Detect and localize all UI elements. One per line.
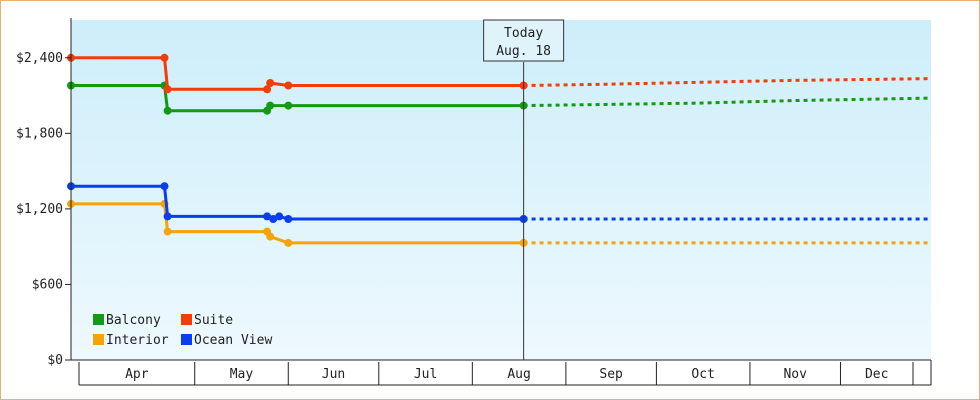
- month-label-apr: Apr: [125, 367, 149, 382]
- y-tick-label: $1,200: [16, 202, 63, 217]
- y-tick-label: $1,800: [16, 126, 63, 141]
- series-layer: [67, 53, 932, 247]
- month-label-may: May: [230, 367, 254, 382]
- y-tick-label: $0: [47, 353, 63, 368]
- series-point-ocean-view: [263, 212, 272, 221]
- legend-label-suite: Suite: [194, 313, 233, 328]
- series-point-suite: [163, 85, 172, 94]
- series-forecast-suite: [523, 77, 932, 87]
- legend-label-interior: Interior: [106, 333, 169, 348]
- legend-swatch-balcony: [93, 314, 104, 325]
- series-point-ocean-view: [160, 182, 169, 191]
- month-label-aug: Aug: [507, 367, 530, 382]
- month-label-oct: Oct: [691, 367, 714, 382]
- series-point-suite: [160, 53, 169, 62]
- month-label-jun: Jun: [322, 367, 345, 382]
- legend-swatch-suite: [181, 314, 192, 325]
- today-date-label: Aug. 18: [496, 44, 551, 59]
- month-label-jul: Jul: [414, 367, 437, 382]
- legend-swatch-interior: [93, 334, 104, 345]
- series-forecast-balcony: [523, 96, 932, 108]
- axis-layer: $0 $600 $1,200 $1,800 $2,400 Apr May Jun Jul Aug S…: [16, 18, 932, 386]
- legend: Balcony Suite Interior Ocean View: [93, 313, 272, 348]
- today-label: Today: [504, 26, 543, 41]
- month-label-nov: Nov: [783, 367, 807, 382]
- y-tick-label: $2,400: [16, 51, 63, 66]
- series-point-balcony: [163, 106, 172, 115]
- series-point-ocean-view: [284, 215, 293, 223]
- today-layer: Today Aug. 18: [483, 19, 565, 360]
- today-box: [483, 19, 565, 62]
- series-point-interior: [163, 227, 172, 236]
- legend-swatch-ocean-view: [181, 334, 192, 345]
- series-point-suite: [284, 81, 293, 90]
- series-point-interior: [284, 238, 293, 247]
- series-point-balcony: [266, 101, 275, 110]
- series-point-interior: [266, 232, 275, 241]
- month-label-dec: Dec: [865, 367, 888, 382]
- plot-area: [71, 20, 931, 360]
- series-point-balcony: [284, 101, 293, 110]
- y-tick-label: $600: [32, 277, 63, 292]
- series-point-suite: [263, 85, 272, 94]
- series-point-ocean-view: [163, 212, 172, 221]
- legend-label-balcony: Balcony: [106, 313, 161, 328]
- month-label-sep: Sep: [599, 367, 623, 382]
- series-point-suite: [266, 79, 275, 87]
- series-point-ocean-view: [269, 215, 278, 223]
- legend-label-ocean-view: Ocean View: [194, 333, 272, 348]
- series-point-ocean-view: [275, 212, 284, 221]
